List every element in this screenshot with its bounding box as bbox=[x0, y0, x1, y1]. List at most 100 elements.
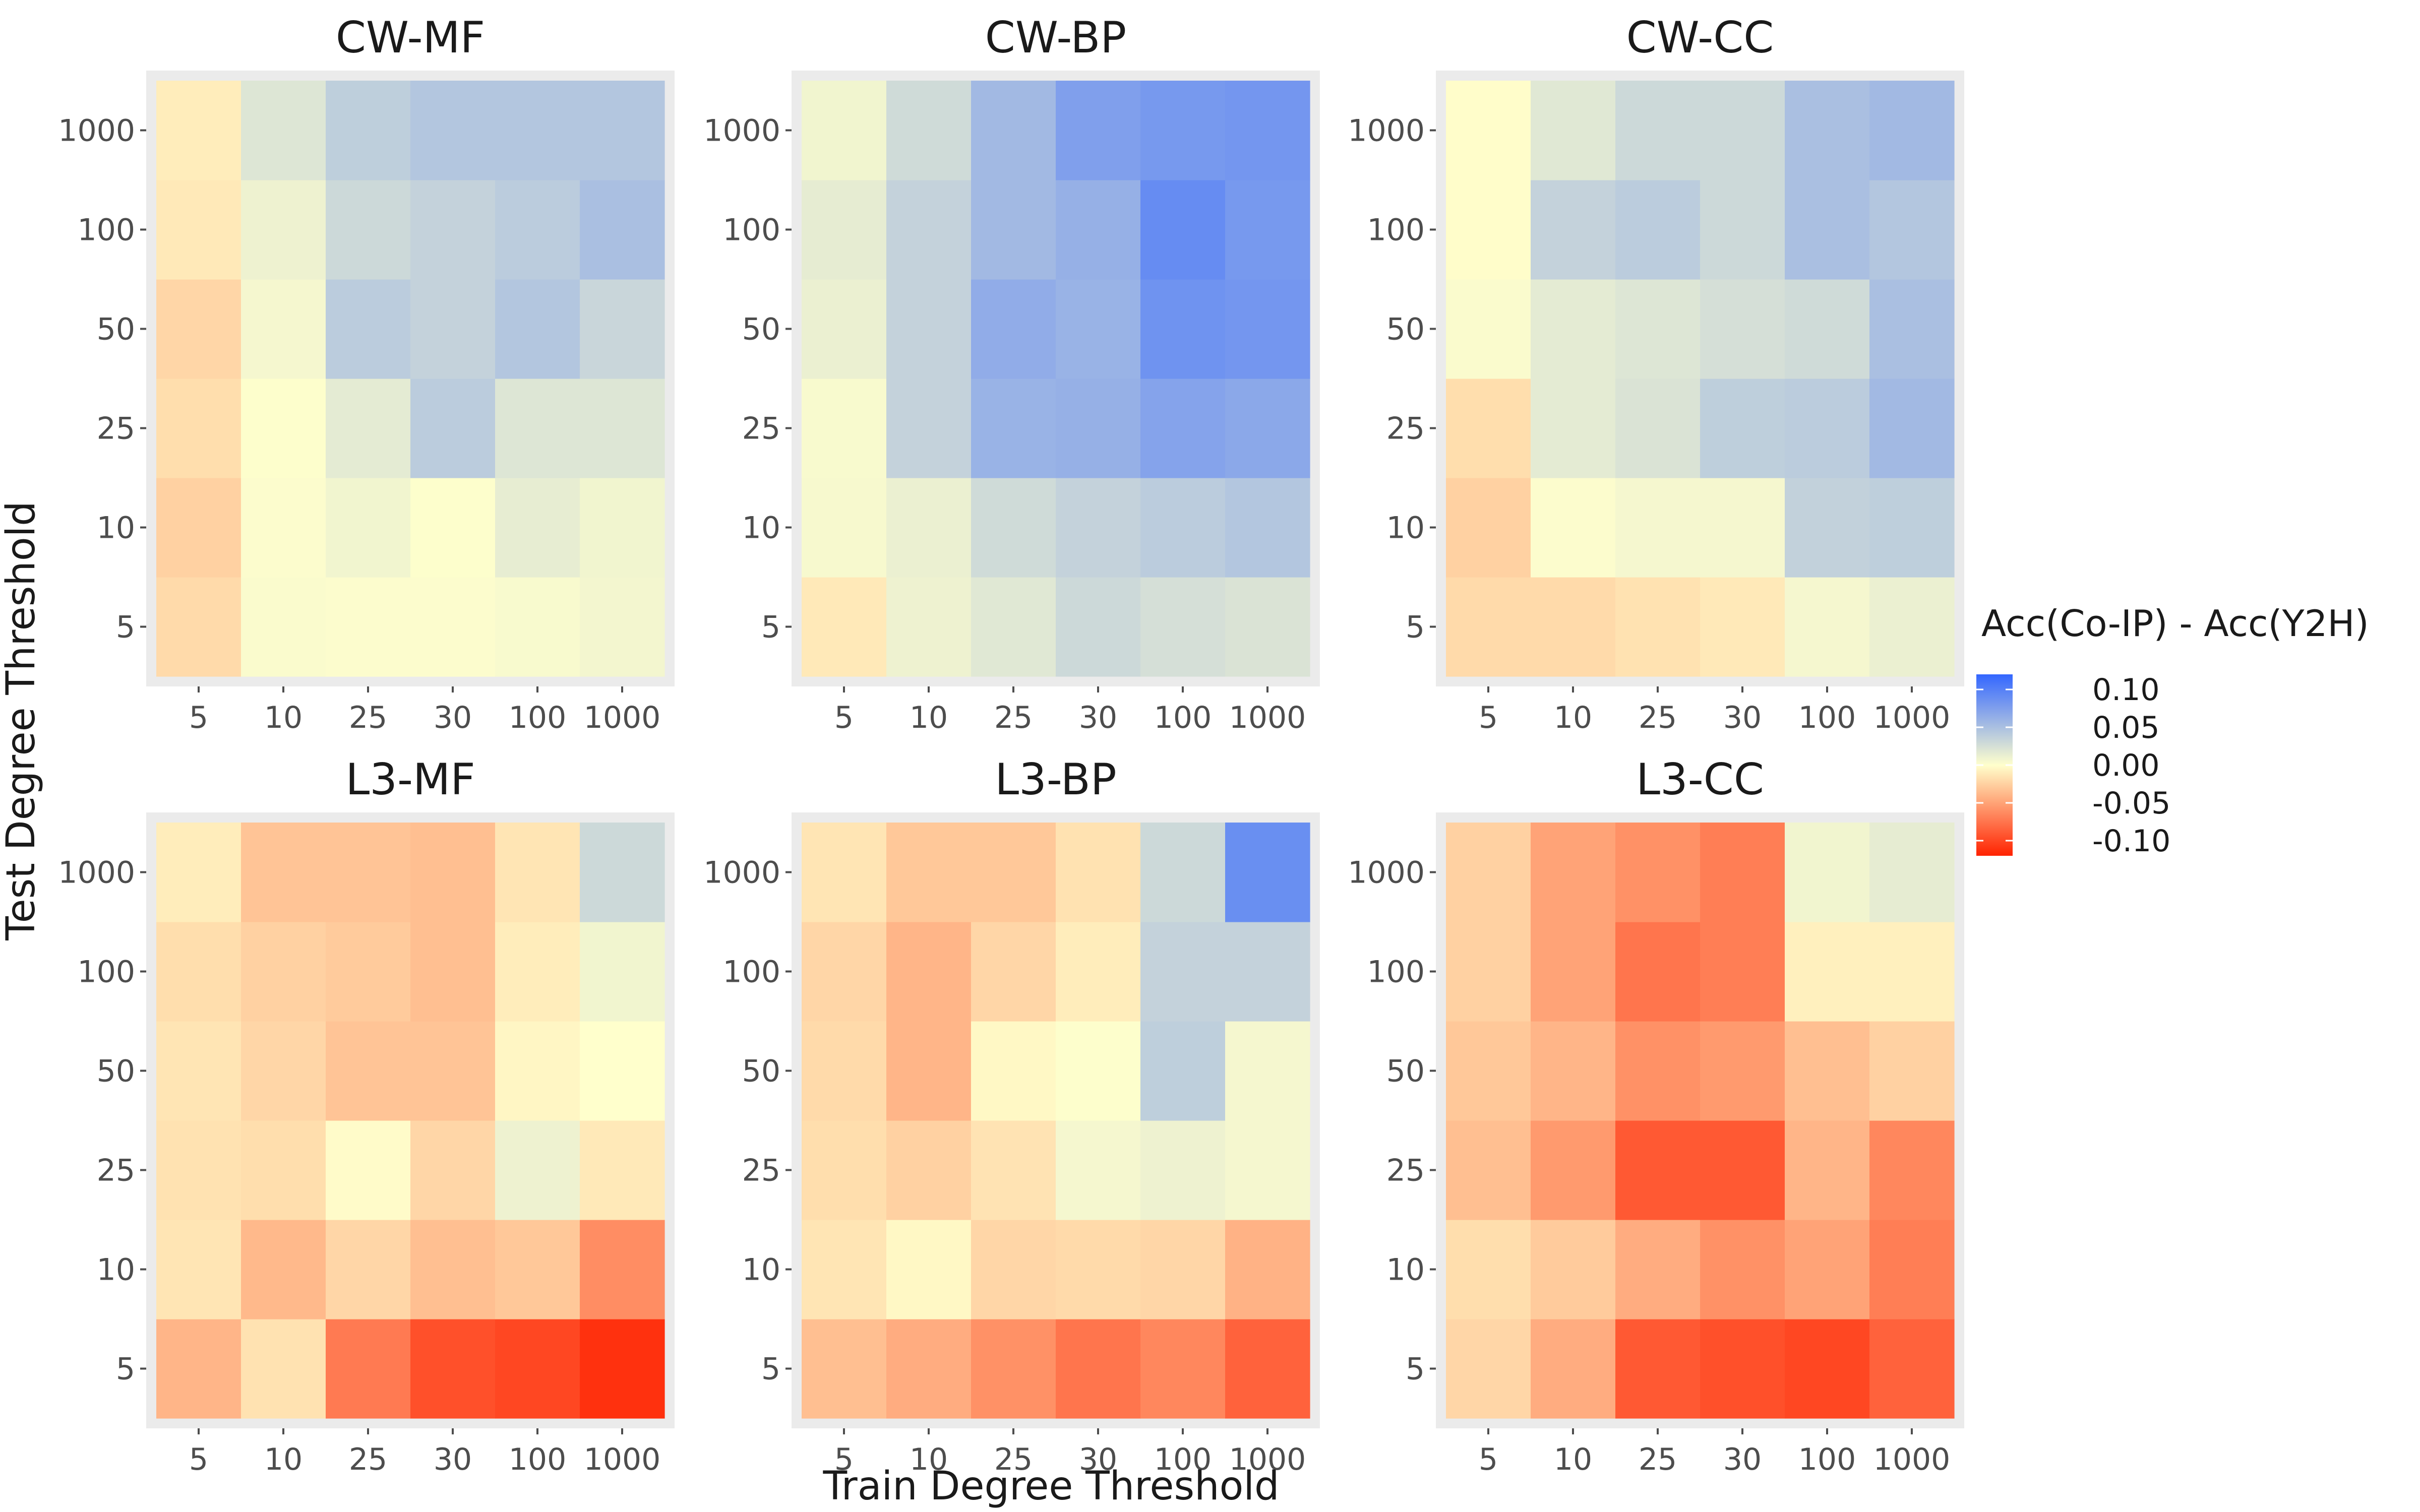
heatmap-cell bbox=[1140, 823, 1226, 922]
heatmap-cell bbox=[241, 478, 326, 578]
heatmap-cell bbox=[1869, 279, 1955, 379]
heatmap-cell bbox=[802, 1220, 887, 1319]
heatmap-cell bbox=[802, 577, 887, 677]
heatmap-panel: L3-BP 5 10 25 30 100 1000 5 10 25 50 100 1000 bbox=[703, 754, 1320, 1477]
heatmap-cell bbox=[156, 1120, 241, 1220]
y-tick-label: 1000 bbox=[1348, 113, 1425, 149]
heatmap-cell bbox=[1140, 81, 1226, 180]
x-tick-label: 100 bbox=[1798, 700, 1856, 735]
x-tick-label: 5 bbox=[189, 700, 208, 735]
x-tick-label: 30 bbox=[434, 700, 472, 735]
heatmap-cell bbox=[1056, 279, 1141, 379]
heatmap-cell bbox=[1700, 922, 1785, 1022]
heatmap-cell bbox=[326, 1021, 411, 1121]
heatmap-cell bbox=[580, 577, 665, 677]
heatmap-cell bbox=[1615, 1220, 1701, 1319]
heatmap-cell bbox=[1531, 180, 1616, 280]
heatmap-cell bbox=[1700, 1120, 1785, 1220]
heatmap-cell bbox=[410, 81, 496, 180]
heatmap-cell bbox=[241, 1120, 326, 1220]
heatmap-cell bbox=[1225, 1319, 1310, 1419]
heatmap-cell bbox=[1869, 478, 1955, 578]
heatmap-cell bbox=[1700, 577, 1785, 677]
heatmap-cell bbox=[802, 1120, 887, 1220]
y-tick-label: 1000 bbox=[1348, 855, 1425, 891]
heatmap-cell bbox=[1700, 1021, 1785, 1121]
legend-title: Acc(Co-IP) - Acc(Y2H) bbox=[1981, 602, 2369, 645]
heatmap-cell bbox=[1531, 823, 1616, 922]
x-tick-label: 5 bbox=[1479, 700, 1498, 735]
heatmap-cell bbox=[156, 823, 241, 922]
heatmap-cell bbox=[1785, 1120, 1870, 1220]
heatmap-cell bbox=[1225, 1120, 1310, 1220]
y-tick-label: 10 bbox=[97, 1252, 135, 1288]
heatmap-cell bbox=[1225, 922, 1310, 1022]
heatmap-cell bbox=[326, 180, 411, 280]
heatmap-cell bbox=[886, 1021, 972, 1121]
heatmap-cell bbox=[1140, 1021, 1226, 1121]
x-tick-label: 30 bbox=[1079, 700, 1117, 735]
heatmap-cell bbox=[802, 478, 887, 578]
heatmap-cell bbox=[580, 823, 665, 922]
heatmap-cell bbox=[1700, 279, 1785, 379]
heatmap-cell bbox=[1446, 81, 1531, 180]
heatmap-cell bbox=[1531, 1021, 1616, 1121]
x-tick-label: 25 bbox=[994, 700, 1033, 735]
y-tick-label: 1000 bbox=[58, 113, 135, 149]
x-tick-label: 5 bbox=[1479, 1442, 1498, 1477]
heatmap-cell bbox=[326, 577, 411, 677]
y-tick-label: 100 bbox=[1367, 955, 1425, 990]
heatmap-cell bbox=[1531, 379, 1616, 478]
x-tick-label: 5 bbox=[834, 700, 854, 735]
panel-title: L3-MF bbox=[345, 754, 475, 805]
heatmap-cell bbox=[1785, 823, 1870, 922]
heatmap-cell bbox=[410, 823, 496, 922]
heatmap-cell bbox=[410, 1220, 496, 1319]
y-tick-label: 10 bbox=[1386, 1252, 1425, 1288]
heatmap-cell bbox=[1700, 379, 1785, 478]
x-tick-label: 25 bbox=[994, 1442, 1033, 1477]
heatmap-cell bbox=[410, 279, 496, 379]
legend-tick-label: -0.05 bbox=[2092, 786, 2170, 821]
x-tick-label: 1000 bbox=[584, 1442, 661, 1477]
heatmap-cell bbox=[1869, 1120, 1955, 1220]
x-tick-label: 25 bbox=[1639, 700, 1677, 735]
heatmap-cell bbox=[495, 922, 580, 1022]
heatmap-panels: CW-MF 5 10 25 30 100 1000 5 10 25 50 100 1000 CW-BP 5 1… bbox=[58, 13, 1964, 1477]
heatmap-cell bbox=[495, 279, 580, 379]
heatmap-cell bbox=[1225, 180, 1310, 280]
heatmap-cell bbox=[580, 1220, 665, 1319]
heatmap-cell bbox=[1615, 1319, 1701, 1419]
heatmap-cell bbox=[495, 1021, 580, 1121]
heatmap-panel: CW-CC 5 10 25 30 100 1000 5 10 25 50 100 1000 bbox=[1348, 13, 1964, 735]
heatmap-cell bbox=[1531, 1120, 1616, 1220]
panel-title: L3-CC bbox=[1636, 754, 1764, 805]
heatmap-cell bbox=[326, 379, 411, 478]
heatmap-cell bbox=[156, 1021, 241, 1121]
heatmap-cell bbox=[241, 379, 326, 478]
heatmap-cell bbox=[410, 577, 496, 677]
y-tick-label: 5 bbox=[761, 1352, 780, 1387]
x-tick-label: 10 bbox=[910, 1442, 948, 1477]
heatmap-cell bbox=[1785, 279, 1870, 379]
heatmap-cell bbox=[802, 823, 887, 922]
y-tick-label: 25 bbox=[1386, 1153, 1425, 1188]
heatmap-cell bbox=[1785, 922, 1870, 1022]
heatmap-cell bbox=[1531, 1220, 1616, 1319]
heatmap-cell bbox=[1446, 1021, 1531, 1121]
heatmap-cell bbox=[971, 922, 1056, 1022]
heatmap-cell bbox=[156, 81, 241, 180]
heatmap-cell bbox=[1446, 1120, 1531, 1220]
x-tick-label: 100 bbox=[1154, 1442, 1212, 1477]
heatmap-panel: CW-MF 5 10 25 30 100 1000 5 10 25 50 100 1000 bbox=[58, 13, 675, 735]
heatmap-cell bbox=[886, 478, 972, 578]
heatmap-cell bbox=[802, 180, 887, 280]
heatmap-cell bbox=[1225, 577, 1310, 677]
heatmap-cell bbox=[886, 1120, 972, 1220]
heatmap-cell bbox=[495, 1120, 580, 1220]
x-tick-label: 100 bbox=[509, 1442, 567, 1477]
heatmap-cell bbox=[410, 180, 496, 280]
heatmap-cell bbox=[971, 577, 1056, 677]
heatmap-cell bbox=[495, 81, 580, 180]
x-tick-label: 5 bbox=[834, 1442, 854, 1477]
